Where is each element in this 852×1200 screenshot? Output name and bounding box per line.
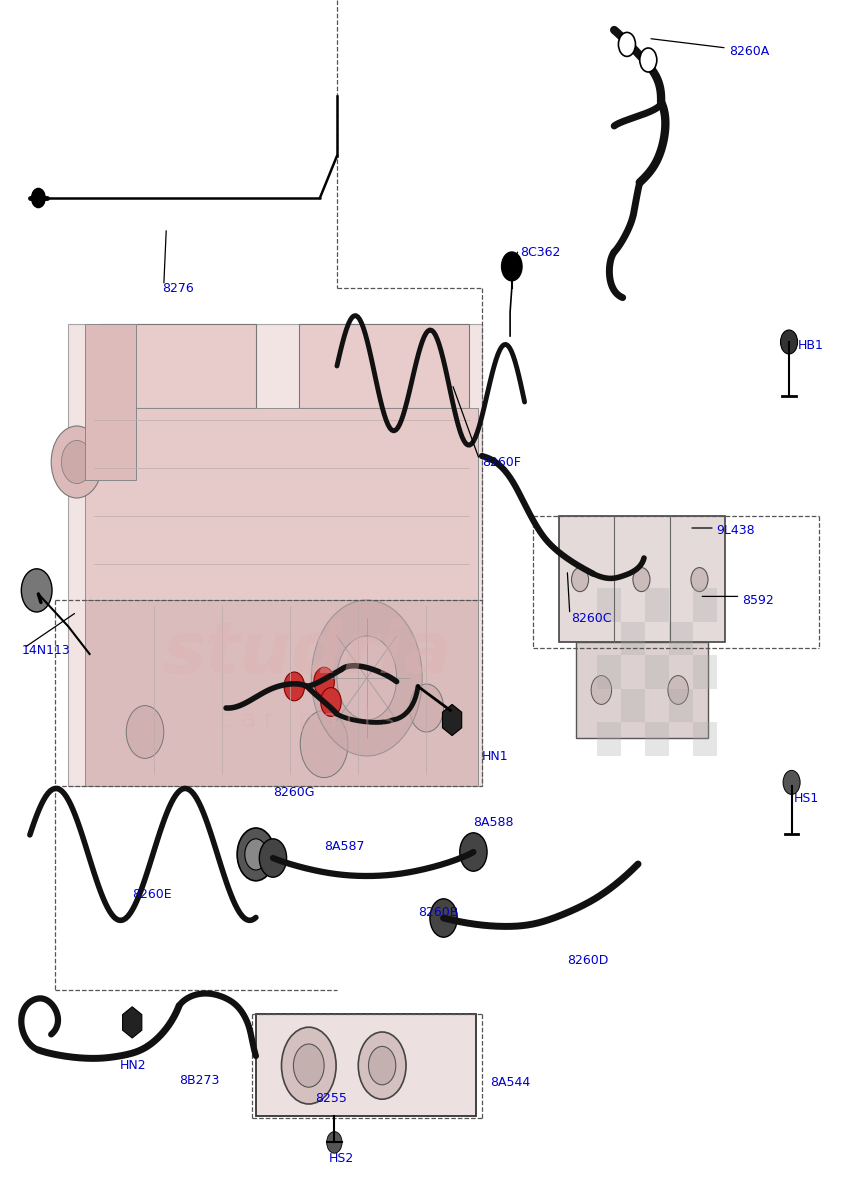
Circle shape [300, 710, 348, 778]
Circle shape [632, 568, 649, 592]
Circle shape [21, 569, 52, 612]
Text: HS2: HS2 [328, 1152, 354, 1164]
Circle shape [326, 1132, 342, 1153]
Text: 9L438: 9L438 [716, 524, 754, 536]
Text: studria: studria [162, 619, 452, 689]
Circle shape [590, 676, 611, 704]
Circle shape [314, 667, 334, 696]
Text: 8260F: 8260F [481, 456, 521, 468]
Circle shape [501, 252, 521, 281]
Circle shape [667, 676, 688, 704]
Circle shape [293, 1044, 324, 1087]
Bar [692, 722, 716, 756]
Text: 8A544: 8A544 [490, 1076, 530, 1088]
Text: 8260G: 8260G [273, 786, 314, 798]
Bar [596, 655, 620, 689]
Circle shape [284, 672, 304, 701]
Bar [596, 722, 620, 756]
Text: 8260E: 8260E [132, 888, 171, 900]
Polygon shape [68, 324, 481, 786]
Circle shape [259, 839, 286, 877]
Circle shape [459, 833, 486, 871]
Bar [644, 588, 668, 622]
Circle shape [368, 1046, 395, 1085]
Circle shape [429, 899, 457, 937]
Circle shape [780, 330, 797, 354]
Bar [692, 588, 716, 622]
Bar [692, 655, 716, 689]
Bar [620, 622, 644, 655]
Text: 8276: 8276 [162, 282, 193, 294]
Circle shape [358, 1032, 406, 1099]
Polygon shape [102, 324, 256, 408]
Circle shape [51, 426, 102, 498]
Circle shape [690, 568, 707, 592]
Circle shape [320, 688, 341, 716]
Bar [644, 655, 668, 689]
Text: HB1: HB1 [797, 340, 822, 352]
Text: 8255: 8255 [315, 1092, 347, 1104]
Polygon shape [85, 600, 477, 786]
Polygon shape [85, 324, 136, 480]
Polygon shape [298, 324, 469, 408]
Circle shape [245, 839, 267, 870]
Circle shape [61, 440, 92, 484]
Text: 8260B: 8260B [417, 906, 458, 918]
Circle shape [571, 568, 588, 592]
Text: 8592: 8592 [741, 594, 773, 606]
Text: HN1: HN1 [481, 750, 508, 762]
Polygon shape [575, 642, 707, 738]
Circle shape [782, 770, 799, 794]
Bar [620, 689, 644, 722]
Circle shape [237, 828, 274, 881]
Text: 8260D: 8260D [567, 954, 608, 966]
Circle shape [618, 32, 635, 56]
Polygon shape [85, 408, 477, 600]
Text: 8260A: 8260A [728, 46, 769, 58]
Bar [596, 588, 620, 622]
Text: 14N113: 14N113 [21, 644, 70, 656]
Circle shape [32, 188, 45, 208]
Circle shape [126, 706, 164, 758]
Bar [644, 722, 668, 756]
Circle shape [311, 600, 422, 756]
Circle shape [337, 636, 396, 720]
Circle shape [281, 1027, 336, 1104]
Bar [668, 689, 692, 722]
Text: c a r   p a r t s: c a r p a r t s [219, 708, 394, 732]
Text: 8A588: 8A588 [473, 816, 513, 828]
Text: 8C362: 8C362 [520, 246, 560, 258]
Text: 8B273: 8B273 [179, 1074, 219, 1086]
Text: HS1: HS1 [792, 792, 818, 804]
Circle shape [639, 48, 656, 72]
Text: 8260C: 8260C [571, 612, 611, 624]
Bar [256, 1014, 475, 1116]
Polygon shape [558, 516, 724, 642]
Circle shape [409, 684, 443, 732]
Text: HN2: HN2 [119, 1060, 146, 1072]
Text: 8A587: 8A587 [324, 840, 364, 852]
Bar [668, 622, 692, 655]
